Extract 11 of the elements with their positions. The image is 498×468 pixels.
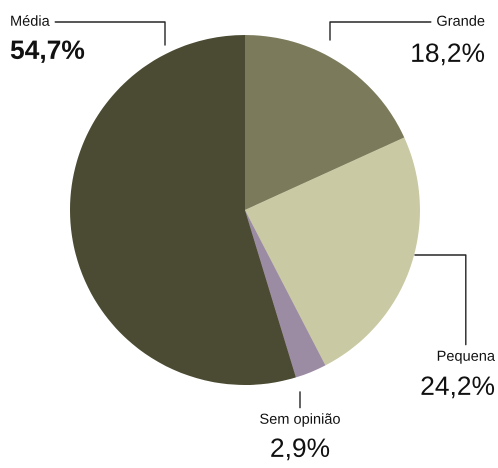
data-label: 2,9%: [271, 438, 330, 460]
slice-label: Pequena: [438, 350, 496, 364]
slice-label: Sem opinião: [260, 413, 340, 427]
slice-label: Média: [11, 15, 50, 26]
data-label: 24,2%: [422, 376, 494, 398]
pie-slice: [245, 210, 326, 378]
pie-slice: [245, 137, 420, 366]
data-label: 18,2%: [412, 43, 484, 66]
pie-slice: [245, 35, 404, 210]
slice-label: Grande: [437, 15, 484, 26]
data-label: 54,7%: [10, 40, 84, 63]
